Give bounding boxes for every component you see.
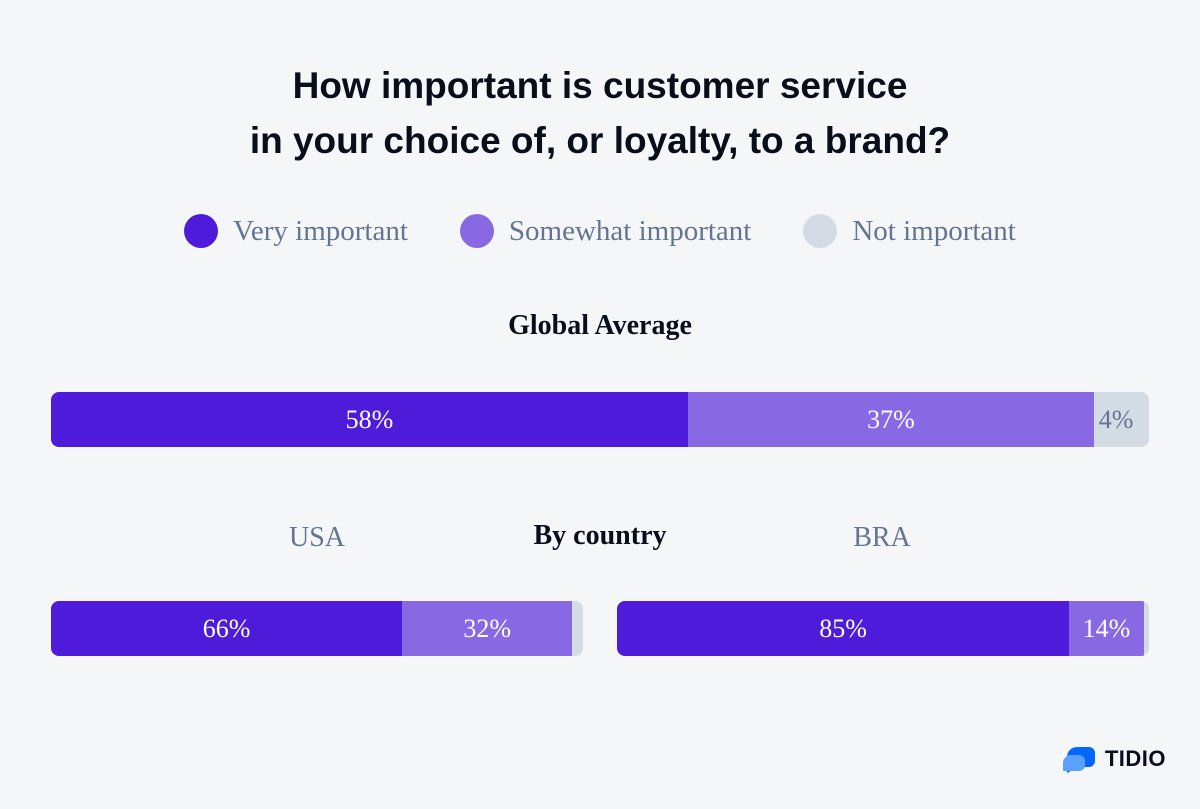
bar-bra: 85% 14% — [617, 601, 1149, 656]
legend-item-somewhat-important: Somewhat important — [459, 214, 752, 248]
chart-title: How important is customer service in you… — [0, 58, 1200, 168]
bar-segment-global-average-somewhat-important: 37% — [687, 392, 1095, 447]
bar-usa: 66% 32% — [51, 601, 583, 656]
data-label: 66% — [202, 613, 251, 643]
legend-dot-not-important — [803, 214, 838, 248]
legend-dot-somewhat-important — [459, 214, 494, 248]
bar-global-average: 58% 37% 4% — [51, 392, 1149, 447]
bar-segment-bra-very-important: 85% — [617, 601, 1070, 656]
legend-dot-very-important — [184, 214, 219, 248]
data-label: 58% — [345, 404, 394, 434]
data-label: 4% — [1098, 404, 1134, 434]
data-label: 85% — [819, 613, 867, 643]
legend-label-somewhat-important: Somewhat important — [508, 214, 752, 247]
data-label: 14% — [1082, 613, 1131, 643]
bar-segment-bra-somewhat-important: 14% — [1069, 601, 1144, 656]
bar-segment-global-average-very-important: 58% — [51, 392, 688, 447]
global-average-heading: Global Average — [508, 310, 692, 341]
country-label-bra: BRA — [853, 522, 911, 553]
bar-segment-usa-very-important: 66% — [51, 601, 403, 656]
title-line-1: How important is customer service — [292, 65, 908, 106]
bar-segment-bra-not-important — [1143, 601, 1149, 656]
legend-item-very-important: Very important — [184, 214, 408, 248]
bar-segment-usa-somewhat-important: 32% — [402, 601, 573, 656]
legend-item-not-important: Not important — [803, 214, 1016, 248]
by-country-heading: By country — [533, 520, 667, 551]
country-label-usa: USA — [288, 522, 345, 553]
legend: Very important Somewhat important Not im… — [0, 214, 1200, 248]
brand-logo: TIDIO — [1062, 743, 1166, 775]
tidio-logo-icon — [1062, 747, 1095, 773]
bar-segment-global-average-not-important: 4% — [1094, 392, 1138, 447]
legend-label-not-important: Not important — [852, 214, 1016, 247]
data-label: 32% — [463, 613, 512, 643]
legend-label-very-important: Very important — [233, 214, 408, 247]
bar-segment-usa-not-important — [572, 601, 583, 656]
title-line-2: in your choice of, or loyalty, to a bran… — [249, 120, 951, 161]
brand-name: TIDIO — [1104, 746, 1166, 771]
data-label: 37% — [867, 404, 915, 434]
